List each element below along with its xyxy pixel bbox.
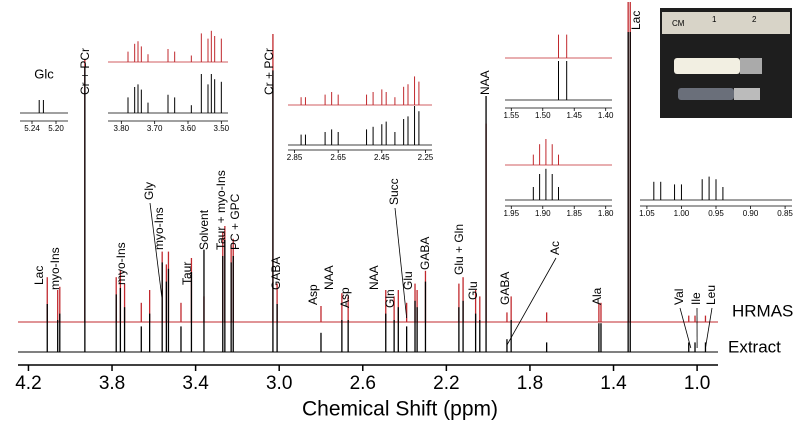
peak-label: Ac	[548, 241, 562, 255]
inset-tick-label: 0.85	[777, 209, 793, 218]
inset-tick-label: 1.55	[504, 111, 520, 120]
inset-tick-label: 5.24	[24, 124, 40, 133]
peak-label: Gly	[142, 182, 156, 200]
peak-label: Leu	[704, 285, 718, 305]
peak-label: PC + GPC	[228, 193, 242, 250]
peak-label: Ala	[590, 287, 604, 305]
x-tick-label: 3.8	[99, 373, 125, 394]
x-axis-title: Chemical Shift (ppm)	[302, 398, 498, 421]
inset-tick-label: 2.25	[418, 153, 434, 162]
arrow	[149, 202, 163, 301]
peak-label: myo-Ins	[114, 242, 128, 285]
insert-cap	[734, 88, 760, 100]
peak-label: Taur	[180, 262, 194, 285]
inset-tick-label: 1.95	[504, 209, 520, 218]
inset-tick-label: 1.40	[598, 111, 614, 120]
inset-tick-label: 1.85	[566, 209, 582, 218]
peak-label: Taur + myo-Ins	[214, 170, 228, 250]
inset-tick-label: 3.80	[114, 124, 130, 133]
inset-tick-label: 2.45	[374, 153, 390, 162]
peak-label: Val	[672, 289, 686, 305]
legend-label: HRMAS	[732, 301, 793, 320]
x-tick-label: 1.0	[684, 373, 710, 394]
inset-tick-label: 3.70	[147, 124, 163, 133]
legend-label: Extract	[728, 337, 781, 356]
inset-tick-label: 1.80	[598, 209, 614, 218]
peak-label: Lac	[629, 11, 643, 30]
x-tick-label: 3.4	[182, 373, 209, 394]
peak-label: myo-Ins	[152, 207, 166, 250]
rotor-cap	[740, 58, 762, 74]
peak-label: GABA	[418, 237, 432, 270]
x-tick-label: 4.2	[15, 373, 41, 394]
peak-label: Asp	[306, 284, 320, 305]
peak-label: GABA	[498, 272, 512, 305]
peak-label: GABA	[269, 257, 283, 290]
peak-label: Gln	[383, 289, 397, 308]
peak-label: Glu	[466, 281, 480, 300]
inset-tick-label: 3.60	[180, 124, 196, 133]
arrow	[506, 257, 557, 346]
peak-label: Cr + PCr	[262, 48, 276, 95]
x-tick-label: 1.4	[600, 373, 627, 394]
peak-label: NAA	[322, 265, 336, 290]
inset-tick-label: 1.90	[535, 209, 551, 218]
ruler-label: CM	[672, 19, 685, 28]
ruler-label: 1	[712, 15, 717, 24]
inset-tick-label: 2.65	[330, 153, 346, 162]
peak-label: Ile	[689, 292, 703, 305]
inset-tick-label: 0.95	[708, 209, 724, 218]
insert	[678, 88, 734, 100]
ruler-label: 2	[752, 15, 757, 24]
x-tick-label: 3.0	[266, 373, 292, 394]
peak-label: Glu + Gln	[452, 224, 466, 275]
ruler	[662, 12, 790, 34]
inset-tick-label: 5.20	[48, 124, 64, 133]
peak-label: Succ	[387, 178, 401, 205]
arrow	[394, 207, 408, 319]
rotor	[674, 58, 740, 74]
arrow	[705, 307, 713, 349]
inset-tick-label: 1.00	[674, 209, 690, 218]
peak-label: Solvent	[197, 209, 211, 250]
inset-tick-label: 1.45	[566, 111, 582, 120]
peak-label: myo-Ins	[48, 247, 62, 290]
x-tick-label: 1.8	[517, 373, 543, 394]
peak-label: Asp	[338, 287, 352, 308]
sample-photo: CM 1 2	[660, 8, 792, 118]
inset-tick-label: 1.50	[535, 111, 551, 120]
peak-label: Glu	[401, 271, 415, 290]
x-tick-label: 2.6	[350, 373, 376, 394]
x-tick-label: 2.2	[433, 373, 459, 394]
inset-tick-label: 1.05	[639, 209, 655, 218]
peak-label: NAA	[478, 70, 492, 95]
inset-tick-label: 3.50	[214, 124, 230, 133]
inset-label: Glc	[34, 66, 54, 81]
inset-tick-label: 2.85	[287, 153, 303, 162]
peak-label: Lac	[32, 266, 46, 285]
peak-label: Cr + PCr	[78, 48, 92, 95]
inset-tick-label: 0.90	[743, 209, 759, 218]
peak-label: NAA	[367, 265, 381, 290]
arrow	[679, 307, 692, 349]
